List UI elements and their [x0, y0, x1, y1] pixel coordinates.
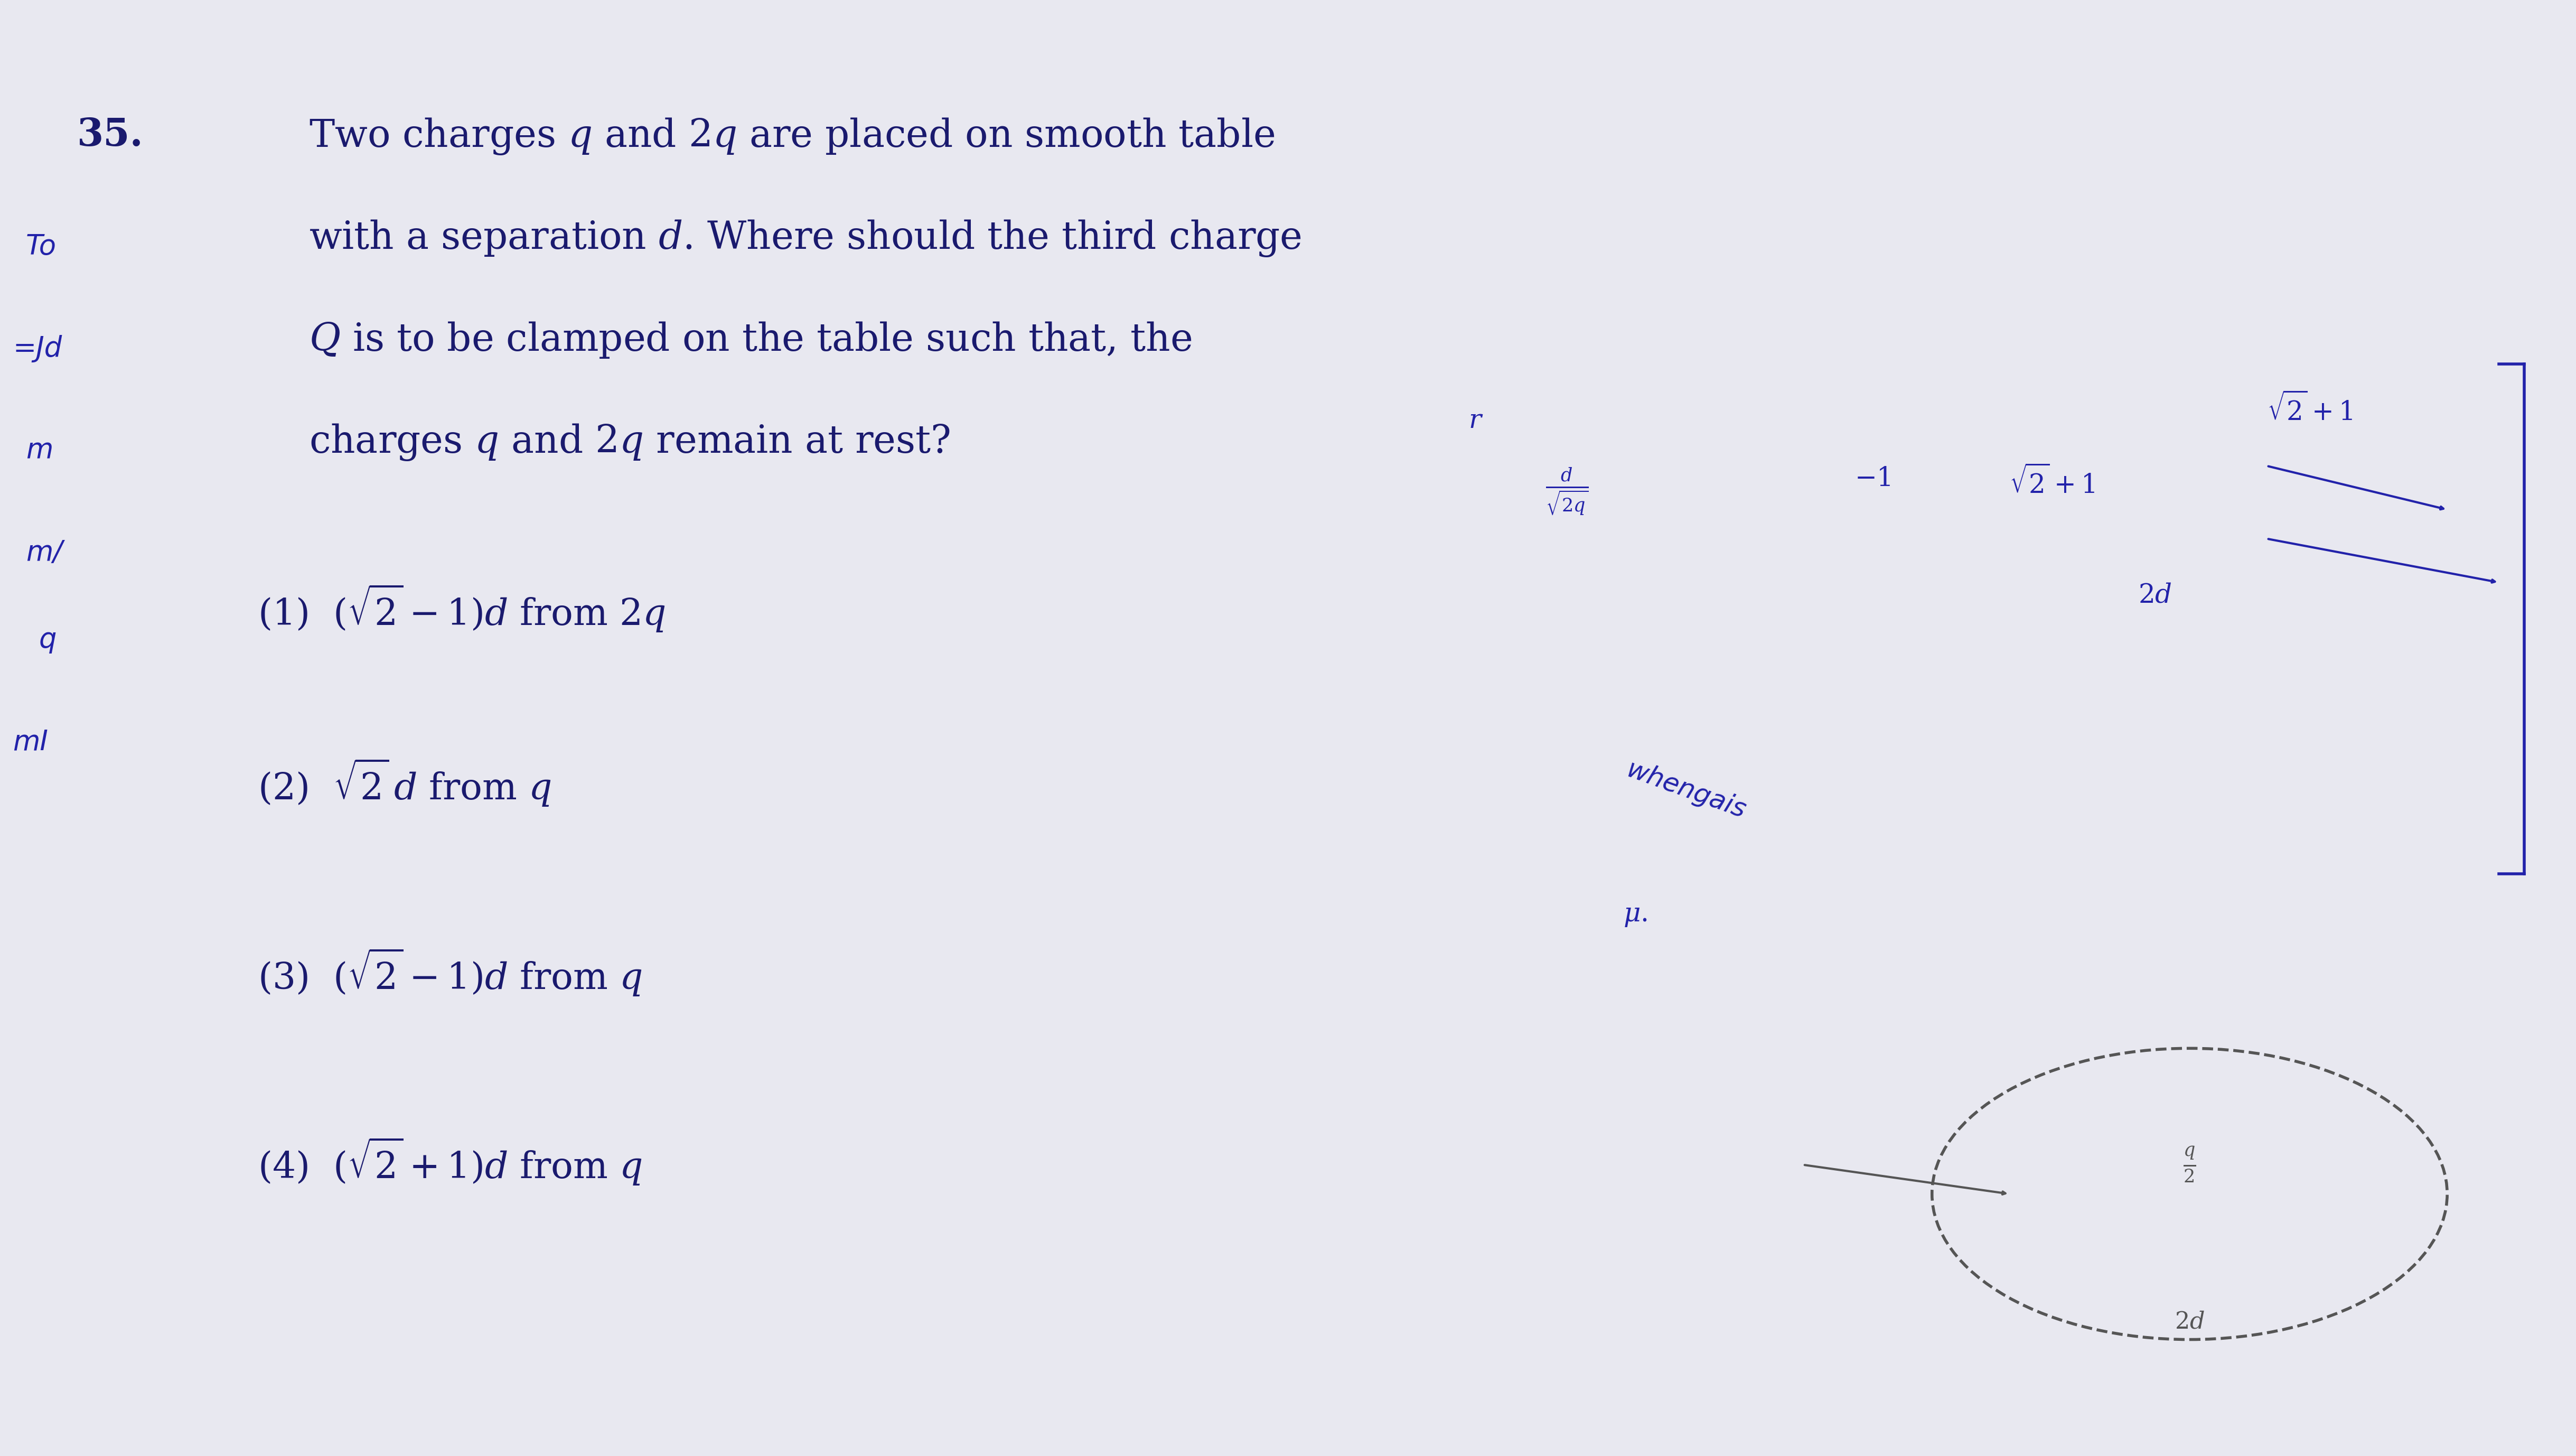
Text: q: q: [39, 626, 57, 654]
Text: 35.: 35.: [77, 116, 144, 154]
Text: (3)  $(\sqrt{2} - 1)d$ from $q$: (3) $(\sqrt{2} - 1)d$ from $q$: [258, 946, 641, 997]
Text: (1)  $( \sqrt{2} - 1)d$ from $2q$: (1) $( \sqrt{2} - 1)d$ from $2q$: [258, 582, 665, 633]
Text: (2)  $\sqrt{2}\, d$ from $q$: (2) $\sqrt{2}\, d$ from $q$: [258, 757, 551, 808]
Text: $\sqrt{2}+1$: $\sqrt{2}+1$: [2267, 393, 2352, 427]
Text: Two charges $q$ and $2q$ are placed on smooth table: Two charges $q$ and $2q$ are placed on s…: [309, 116, 1275, 157]
Text: =Jd: =Jd: [13, 335, 62, 363]
Text: $\frac{q}{2}$: $\frac{q}{2}$: [2182, 1146, 2197, 1184]
Text: charges $q$ and $2q$ remain at rest?: charges $q$ and $2q$ remain at rest?: [309, 422, 951, 463]
Text: with a separation $d$. Where should the third charge: with a separation $d$. Where should the …: [309, 218, 1301, 259]
Text: $\mu.$: $\mu.$: [1623, 903, 1646, 927]
Text: $\sqrt{2}+1$: $\sqrt{2}+1$: [2009, 466, 2094, 499]
Text: $2d$: $2d$: [2174, 1310, 2205, 1334]
Text: To: To: [26, 233, 57, 261]
Text: $Q$ is to be clamped on the table such that, the: $Q$ is to be clamped on the table such t…: [309, 320, 1193, 360]
Text: $\frac{d}{\sqrt{2q}}$: $\frac{d}{\sqrt{2q}}$: [1546, 466, 1589, 515]
Text: mI: mI: [13, 728, 49, 756]
Text: whengais: whengais: [1623, 757, 1749, 824]
Text: m: m: [26, 437, 54, 464]
Text: (4)  $(\sqrt{2} + 1)d$ from $q$: (4) $(\sqrt{2} + 1)d$ from $q$: [258, 1136, 641, 1187]
Text: $2d$: $2d$: [2138, 582, 2172, 607]
Text: $-1$: $-1$: [1855, 466, 1891, 491]
Text: m/: m/: [26, 539, 62, 566]
Text: $r$: $r$: [1468, 408, 1484, 432]
